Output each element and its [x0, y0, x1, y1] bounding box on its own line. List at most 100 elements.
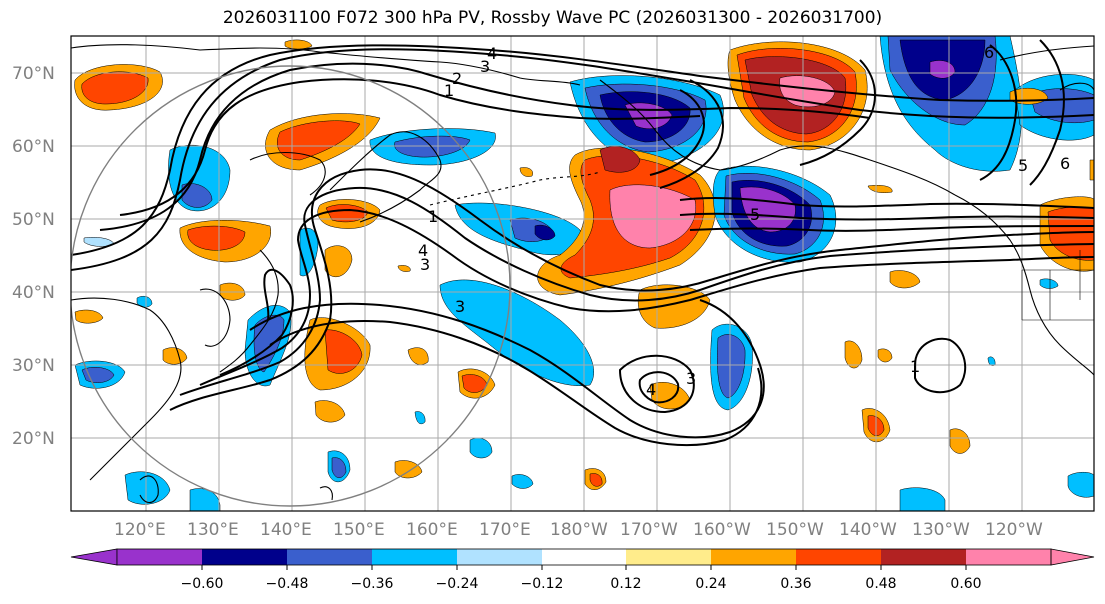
contour-label: 1	[444, 81, 454, 100]
colorbar-tick-label: −0.36	[351, 576, 394, 592]
positive-anomaly	[867, 185, 893, 193]
positive-anomaly	[877, 348, 893, 363]
contour-label: 4	[646, 380, 656, 399]
colorbar-segment	[202, 549, 287, 565]
colorbar: −0.60 −0.48 −0.36 −0.24 −0.12 0.12 0.24 …	[70, 548, 1095, 592]
contour-label: 4	[487, 44, 497, 63]
positive-anomaly	[637, 284, 711, 329]
lon-label: 120°E	[114, 520, 166, 540]
negative-anomaly	[511, 474, 534, 489]
colorbar-segment	[626, 549, 711, 565]
colorbar-segment	[796, 549, 881, 565]
contour-label: 6	[984, 43, 994, 62]
contour-labels: 4 3 2 1 3 4 3 1 3 4 5 6 5 6 1	[418, 43, 1070, 399]
colorbar-segment	[711, 549, 796, 565]
positive-anomaly	[187, 225, 246, 251]
colorbar-segment	[372, 549, 457, 565]
lat-label: 50°N	[12, 210, 55, 230]
positive-anomaly	[1089, 159, 1094, 181]
positive-anomaly	[81, 71, 149, 105]
positive-anomaly	[162, 347, 188, 365]
contour-label: 3	[420, 255, 430, 274]
contour-label: 5	[750, 205, 760, 224]
positive-anomaly	[609, 184, 697, 249]
colorbar-segment	[457, 549, 542, 565]
colorbar-tick-label: −0.24	[436, 576, 479, 592]
reference-circle	[71, 65, 511, 507]
longitude-labels: 120°E 130°E 140°E 150°E 160°E 170°E 180°…	[114, 520, 1043, 540]
colorbar-segment	[542, 549, 626, 565]
colorbar-min-extension	[70, 548, 118, 566]
negative-anomaly	[1039, 278, 1059, 289]
contour-label: 3	[455, 297, 465, 316]
positive-anomaly	[844, 340, 863, 369]
lon-label: 180°W	[550, 520, 608, 540]
pv-anomaly-shading	[74, 36, 1094, 511]
colorbar-tick-label: 0.24	[695, 576, 726, 592]
lon-label: 140°E	[260, 520, 312, 540]
negative-anomaly	[394, 135, 471, 158]
colorbar-ticks	[201, 565, 967, 570]
lon-label: 150°W	[766, 520, 824, 540]
positive-anomaly	[519, 167, 533, 177]
contour-label: 3	[480, 57, 490, 76]
lat-label: 60°N	[12, 137, 55, 157]
contour-label: 3	[686, 369, 696, 388]
contour-label: 1	[428, 207, 438, 226]
colorbar-tick-label: 0.60	[950, 576, 981, 592]
latitude-labels: 70°N 60°N 50°N 40°N 30°N 20°N	[12, 64, 55, 449]
lat-label: 70°N	[12, 64, 55, 84]
contour-label: 2	[452, 69, 462, 88]
lon-label: 160°E	[406, 520, 458, 540]
negative-anomaly	[534, 224, 556, 241]
colorbar-outline	[116, 548, 1052, 566]
negative-anomaly	[1067, 472, 1094, 498]
positive-anomaly	[407, 347, 429, 365]
colorbar-tick-label: −0.48	[266, 576, 309, 592]
positive-anomaly	[889, 270, 921, 289]
positive-anomaly	[394, 460, 423, 479]
lon-label: 130°E	[187, 520, 239, 540]
negative-anomaly	[181, 183, 213, 208]
positive-anomaly	[397, 265, 411, 272]
positive-anomaly	[324, 245, 353, 278]
positive-anomaly	[324, 329, 363, 374]
negative-anomaly	[189, 488, 221, 511]
lon-label: 150°E	[333, 520, 385, 540]
lon-label: 170°E	[479, 520, 531, 540]
lon-label: 140°W	[839, 520, 897, 540]
positive-anomaly	[314, 400, 346, 423]
contour-label: 1	[910, 357, 920, 376]
lat-label: 40°N	[12, 283, 55, 303]
colorbar-segment	[966, 549, 1051, 565]
map-frame	[70, 35, 1095, 512]
colorbar-segment	[287, 549, 372, 565]
colorbar-tick-label: 0.12	[610, 576, 641, 592]
colorbar-tick-label: −0.60	[181, 576, 224, 592]
contour-label: 6	[1060, 154, 1070, 173]
colorbar-segment	[881, 549, 966, 565]
lat-label: 20°N	[12, 429, 55, 449]
lat-label: 30°N	[12, 356, 55, 376]
colorbar-segment	[117, 549, 202, 565]
coastlines	[71, 44, 1094, 504]
positive-anomaly	[74, 309, 104, 324]
colorbar-tick-label: 0.48	[865, 576, 896, 592]
positive-anomaly	[589, 473, 603, 487]
lon-label: 160°W	[693, 520, 751, 540]
colorbar-tick-label: −0.12	[521, 576, 564, 592]
lon-label: 170°W	[620, 520, 678, 540]
negative-anomaly	[124, 471, 171, 505]
contour-label: 4	[418, 241, 428, 260]
negative-anomaly	[899, 487, 946, 511]
lon-label: 120°W	[985, 520, 1043, 540]
colorbar-tick-label: 0.36	[780, 576, 811, 592]
lon-label: 130°W	[912, 520, 970, 540]
negative-anomaly	[414, 411, 426, 425]
colorbar-max-extension	[1050, 548, 1095, 566]
positive-anomaly	[276, 120, 361, 161]
positive-anomaly	[949, 428, 971, 454]
contour-label: 5	[1018, 156, 1028, 175]
negative-anomaly	[331, 457, 347, 478]
